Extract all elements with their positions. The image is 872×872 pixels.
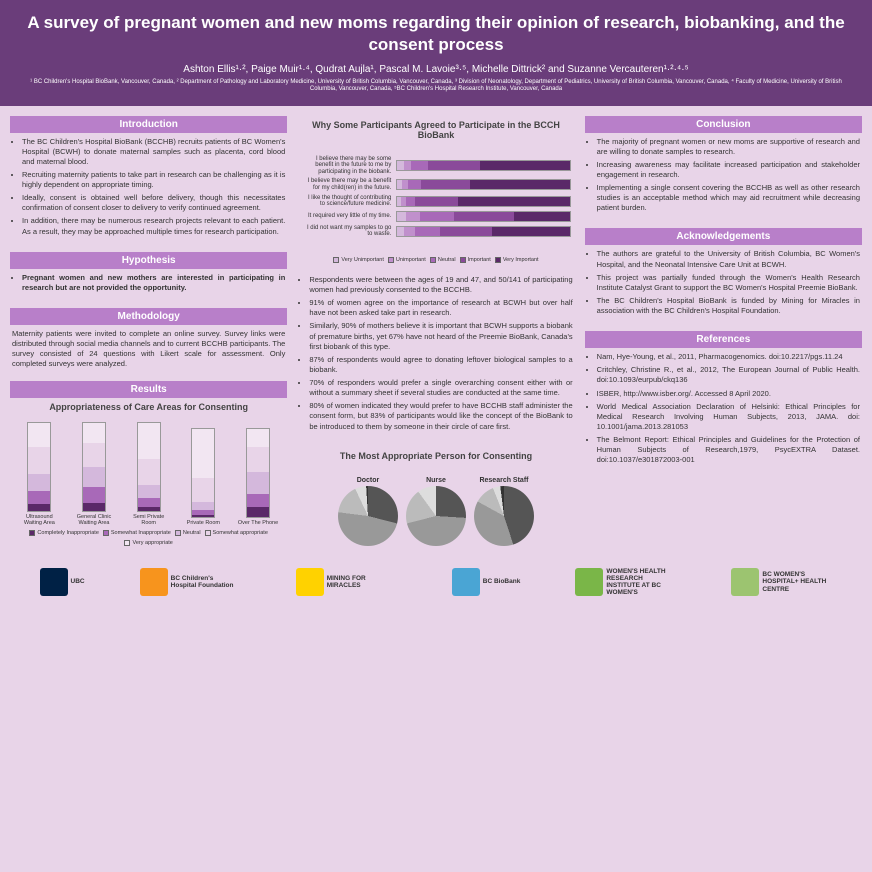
logo: BC WOMEN'S HOSPITAL+ HEALTH CENTRE bbox=[731, 568, 832, 596]
hbar-row: I believe there may be some benefit in t… bbox=[301, 156, 570, 176]
poster-title: A survey of pregnant women and new moms … bbox=[20, 12, 852, 56]
list-item: 87% of respondents would agree to donati… bbox=[309, 355, 572, 375]
list-item: 80% of women indicated they would prefer… bbox=[309, 401, 572, 431]
chart1-title: Appropriateness of Care Areas for Consen… bbox=[10, 402, 287, 412]
list-item: Respondents were between the ages of 19 … bbox=[309, 275, 572, 295]
acknowledgements-section: Acknowledgements The authors are gratefu… bbox=[585, 228, 862, 323]
list-item: This project was partially funded throug… bbox=[597, 273, 860, 293]
pie-wrap: Nurse bbox=[406, 477, 466, 546]
poster-header: A survey of pregnant women and new moms … bbox=[0, 0, 872, 106]
vbar-column: General Clinic Waiting Area bbox=[73, 422, 116, 526]
list-item: Ideally, consent is obtained well before… bbox=[22, 193, 285, 213]
vbar-column: Semi Private Room bbox=[127, 422, 170, 526]
methodology-text: Maternity patients were invited to compl… bbox=[10, 325, 287, 374]
middle-column: Why Some Participants Agreed to Particip… bbox=[297, 116, 574, 550]
hbar-row: It required very little of my time. bbox=[301, 211, 570, 222]
vbar-column: Ultrasound Waiting Area bbox=[18, 422, 61, 526]
section-heading: Introduction bbox=[10, 116, 287, 133]
authors: Ashton Ellis¹·², Paige Muir¹·⁴, Qudrat A… bbox=[20, 64, 852, 75]
references-section: References Nam, Hye-Young, et al., 2011,… bbox=[585, 331, 862, 472]
right-column: Conclusion The majority of pregnant wome… bbox=[585, 116, 862, 550]
hypothesis-section: Hypothesis Pregnant women and new mother… bbox=[10, 252, 287, 300]
list-item: World Medical Association Declaration of… bbox=[597, 402, 860, 432]
list-item: The BC Children's Hospital BioBank (BCCH… bbox=[22, 137, 285, 167]
vbar-column: Over The Phone bbox=[237, 428, 280, 526]
chart3-title: The Most Appropriate Person for Consenti… bbox=[297, 451, 574, 461]
introduction-list: The BC Children's Hospital BioBank (BCCH… bbox=[12, 137, 285, 237]
section-heading: Methodology bbox=[10, 308, 287, 325]
pie-wrap: Doctor bbox=[338, 477, 398, 546]
section-heading: Hypothesis bbox=[10, 252, 287, 269]
methodology-section: Methodology Maternity patients were invi… bbox=[10, 308, 287, 374]
section-heading: References bbox=[585, 331, 862, 348]
list-item: Similarly, 90% of mothers believe it is … bbox=[309, 321, 572, 351]
references-list: Nam, Hye-Young, et al., 2011, Pharmacoge… bbox=[587, 352, 860, 465]
poster-body: Introduction The BC Children's Hospital … bbox=[0, 106, 872, 560]
findings-list: Respondents were between the ages of 19 … bbox=[299, 275, 572, 432]
list-item: The authors are grateful to the Universi… bbox=[597, 249, 860, 269]
list-item: The BC Children's Hospital BioBank is fu… bbox=[597, 296, 860, 316]
acknowledgements-list: The authors are grateful to the Universi… bbox=[587, 249, 860, 316]
list-item: ISBER, http://www.isber.org/. Accessed 8… bbox=[597, 389, 860, 399]
section-heading: Acknowledgements bbox=[585, 228, 862, 245]
chart2-legend: Very UnimportantUnimportantNeutralImport… bbox=[297, 257, 574, 263]
hypothesis-text: Pregnant women and new mothers are inter… bbox=[22, 273, 285, 292]
affiliations: ¹ BC Children's Hospital BioBank, Vancou… bbox=[20, 79, 852, 93]
results-section: Results Appropriateness of Care Areas fo… bbox=[10, 381, 287, 546]
chart1-legend: Completely InappropriateSomewhat Inappro… bbox=[10, 530, 287, 546]
list-item: The majority of pregnant women or new mo… bbox=[597, 137, 860, 157]
list-item: Critchley, Christine R., et al., 2012, T… bbox=[597, 365, 860, 385]
pie-charts: DoctorNurseResearch Staff bbox=[297, 473, 574, 550]
logo: MINING FOR MIRACLES bbox=[296, 568, 397, 596]
hbar-row: I did not want my samples to go to waste… bbox=[301, 225, 570, 238]
logo: BC Children's Hospital Foundation bbox=[140, 568, 241, 596]
list-item: 91% of women agree on the importance of … bbox=[309, 298, 572, 318]
vbar-column: Private Room bbox=[182, 428, 225, 526]
hbar-row: I like the thought of contributing to sc… bbox=[301, 195, 570, 208]
logo-bar: UBC BC Children's Hospital Foundation MINI… bbox=[0, 560, 872, 605]
list-item: 70% of responders would prefer a single … bbox=[309, 378, 572, 398]
hbar-row: I believe there may be a benefit for my … bbox=[301, 178, 570, 191]
introduction-section: Introduction The BC Children's Hospital … bbox=[10, 116, 287, 244]
list-item: Implementing a single consent covering t… bbox=[597, 183, 860, 213]
conclusion-list: The majority of pregnant women or new mo… bbox=[587, 137, 860, 214]
conclusion-section: Conclusion The majority of pregnant wome… bbox=[585, 116, 862, 221]
hbar-chart: I believe there may be some benefit in t… bbox=[297, 152, 574, 245]
vbar-chart: Ultrasound Waiting Area General Clinic Wa… bbox=[10, 416, 287, 526]
section-heading: Conclusion bbox=[585, 116, 862, 133]
list-item: In addition, there may be numerous resea… bbox=[22, 216, 285, 236]
logo: UBC bbox=[40, 568, 85, 596]
chart2-title: Why Some Participants Agreed to Particip… bbox=[297, 120, 574, 140]
list-item: Increasing awareness may facilitate incr… bbox=[597, 160, 860, 180]
logo: BC BioBank bbox=[452, 568, 521, 596]
pie-wrap: Research Staff bbox=[474, 477, 534, 546]
left-column: Introduction The BC Children's Hospital … bbox=[10, 116, 287, 550]
list-item: The Belmont Report: Ethical Principles a… bbox=[597, 435, 860, 465]
list-item: Nam, Hye-Young, et al., 2011, Pharmacoge… bbox=[597, 352, 860, 362]
list-item: Recruiting maternity patients to take pa… bbox=[22, 170, 285, 190]
section-heading: Results bbox=[10, 381, 287, 398]
logo: WOMEN'S HEALTH RESEARCH INSTITUTE AT BC … bbox=[575, 568, 676, 597]
